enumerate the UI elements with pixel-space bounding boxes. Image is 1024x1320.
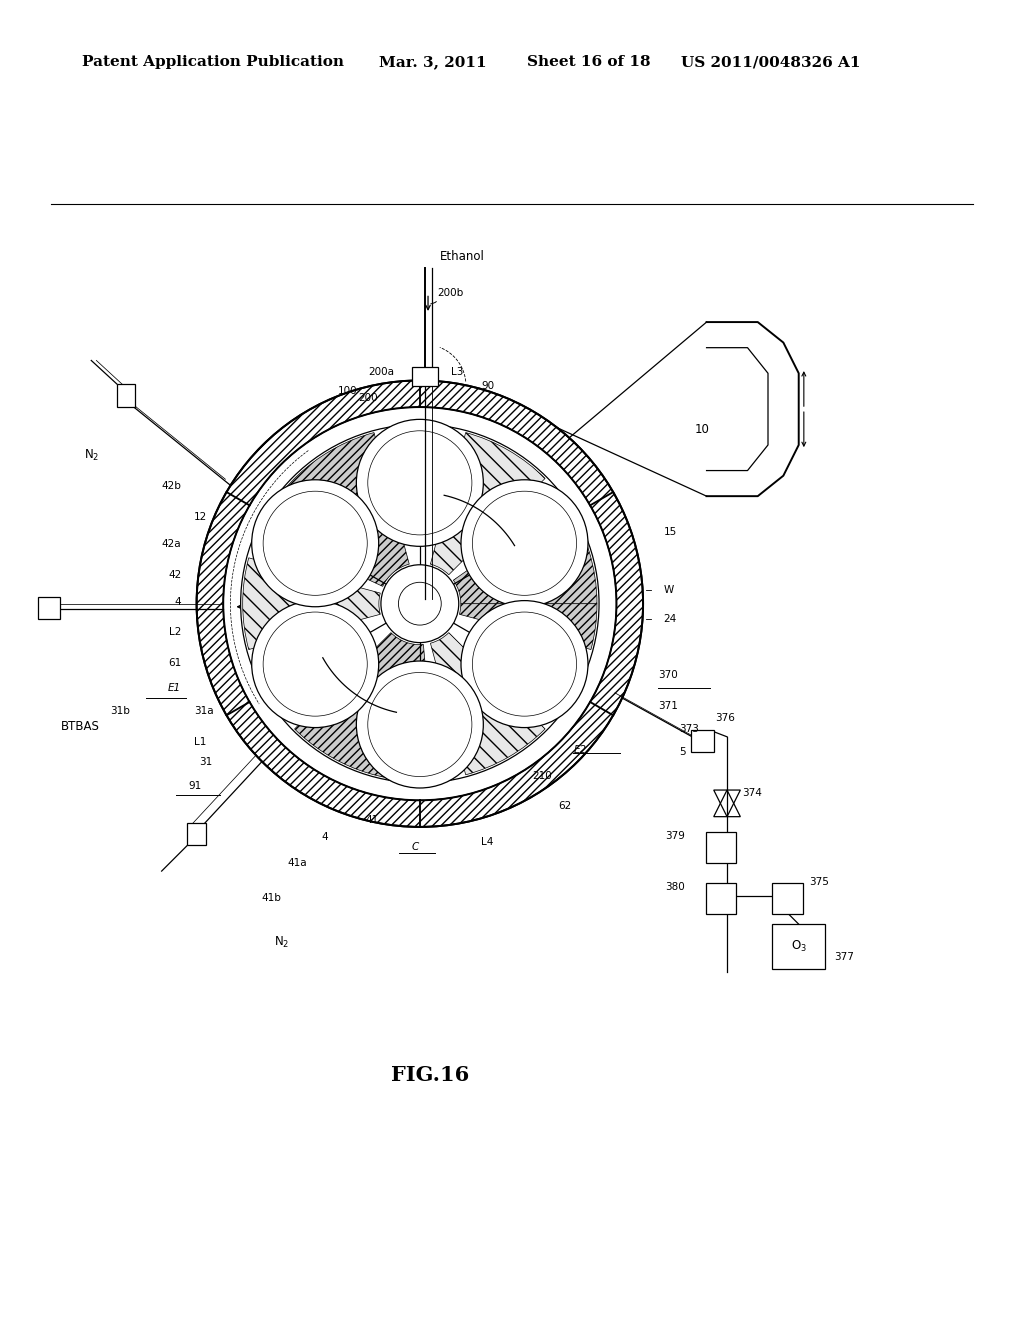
Bar	[117, 384, 135, 407]
Text: 91: 91	[188, 781, 202, 791]
Text: 373: 373	[679, 723, 698, 734]
Text: 12: 12	[194, 512, 207, 521]
Circle shape	[381, 565, 459, 643]
Text: 42a: 42a	[162, 540, 181, 549]
Text: 200a: 200a	[369, 367, 394, 378]
Text: 10: 10	[694, 424, 710, 436]
Text: 31a: 31a	[195, 706, 214, 717]
Circle shape	[356, 420, 483, 546]
Text: 15: 15	[664, 527, 677, 537]
Text: E1: E1	[168, 682, 181, 693]
Wedge shape	[430, 632, 545, 775]
Text: N$_2$: N$_2$	[274, 935, 289, 949]
Wedge shape	[259, 433, 410, 586]
Text: FIG.16: FIG.16	[391, 1065, 469, 1085]
Bar	[38, 597, 60, 619]
Text: 200: 200	[358, 393, 378, 403]
Text: Mar. 3, 2011: Mar. 3, 2011	[379, 55, 486, 70]
Text: 42b: 42b	[162, 480, 181, 491]
Text: 4: 4	[175, 597, 181, 607]
Text: 31b: 31b	[111, 706, 130, 717]
Wedge shape	[454, 502, 597, 603]
Text: 371: 371	[658, 701, 678, 711]
Text: BTBAS: BTBAS	[60, 721, 99, 733]
Text: 375: 375	[809, 878, 828, 887]
Text: 62: 62	[558, 801, 571, 812]
Text: Patent Application Publication: Patent Application Publication	[82, 55, 344, 70]
Text: 379: 379	[666, 832, 685, 841]
Circle shape	[252, 479, 379, 607]
Text: 374: 374	[742, 788, 762, 799]
Bar	[772, 924, 825, 969]
Bar	[187, 822, 206, 846]
Bar	[691, 730, 714, 752]
Wedge shape	[430, 433, 545, 574]
Text: N$_2$: N$_2$	[84, 447, 99, 463]
Text: O$_3$: O$_3$	[791, 939, 807, 954]
Text: 370: 370	[658, 671, 678, 680]
Text: 61: 61	[168, 659, 181, 668]
Text: L3: L3	[451, 367, 463, 378]
Bar	[772, 883, 803, 913]
Text: 100: 100	[338, 385, 357, 396]
Text: Ethanol: Ethanol	[440, 249, 485, 263]
Text: US 2011/0048326 A1: US 2011/0048326 A1	[681, 55, 860, 70]
Wedge shape	[295, 632, 435, 781]
Text: 41b: 41b	[262, 894, 282, 903]
Text: 200b: 200b	[437, 288, 464, 298]
Text: 42: 42	[168, 570, 181, 579]
Text: W: W	[664, 585, 674, 595]
Text: 41a: 41a	[288, 858, 307, 867]
Text: 31: 31	[199, 758, 212, 767]
Circle shape	[252, 601, 379, 727]
Text: L2: L2	[169, 627, 181, 638]
Text: E2: E2	[573, 744, 587, 755]
Text: 90: 90	[481, 380, 495, 391]
Circle shape	[241, 425, 599, 783]
Wedge shape	[460, 603, 597, 649]
Text: 210: 210	[532, 771, 552, 780]
Text: L4: L4	[481, 837, 494, 847]
Circle shape	[356, 661, 483, 788]
Circle shape	[461, 479, 588, 607]
Wedge shape	[197, 380, 643, 826]
Bar	[706, 883, 736, 913]
Text: C: C	[411, 842, 419, 853]
Text: 377: 377	[835, 952, 854, 962]
Text: 376: 376	[715, 713, 734, 723]
Text: 24: 24	[664, 614, 677, 624]
Text: 380: 380	[666, 882, 685, 892]
Bar	[412, 367, 438, 385]
Text: 41: 41	[366, 814, 379, 825]
Text: L1: L1	[195, 737, 207, 747]
Bar	[706, 832, 736, 863]
Text: 5: 5	[679, 747, 685, 758]
Text: 4: 4	[322, 832, 328, 842]
Circle shape	[461, 601, 588, 727]
Text: Sheet 16 of 18: Sheet 16 of 18	[527, 55, 651, 70]
Wedge shape	[243, 558, 380, 649]
